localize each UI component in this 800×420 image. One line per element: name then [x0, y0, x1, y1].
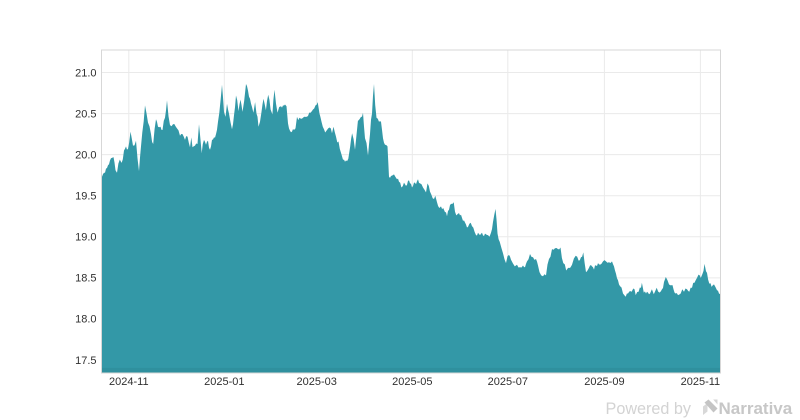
svg-text:20.5: 20.5: [75, 108, 96, 120]
svg-text:2025-03: 2025-03: [297, 376, 337, 388]
svg-text:Narrativa: Narrativa: [719, 399, 793, 418]
svg-text:2025-07: 2025-07: [488, 376, 528, 388]
svg-text:18.0: 18.0: [75, 314, 96, 326]
svg-text:17.5: 17.5: [75, 355, 96, 367]
svg-text:2025-09: 2025-09: [584, 376, 624, 388]
svg-text:2024-11: 2024-11: [109, 376, 149, 388]
svg-text:2025-11: 2025-11: [681, 376, 721, 388]
svg-text:21.0: 21.0: [75, 67, 96, 79]
svg-text:20.0: 20.0: [75, 149, 96, 161]
svg-text:19.5: 19.5: [75, 191, 96, 203]
svg-text:19.0: 19.0: [75, 232, 96, 244]
svg-text:Powered by: Powered by: [606, 400, 692, 418]
svg-text:18.5: 18.5: [75, 273, 96, 285]
svg-text:2025-01: 2025-01: [204, 376, 244, 388]
svg-text:2025-05: 2025-05: [392, 376, 432, 388]
